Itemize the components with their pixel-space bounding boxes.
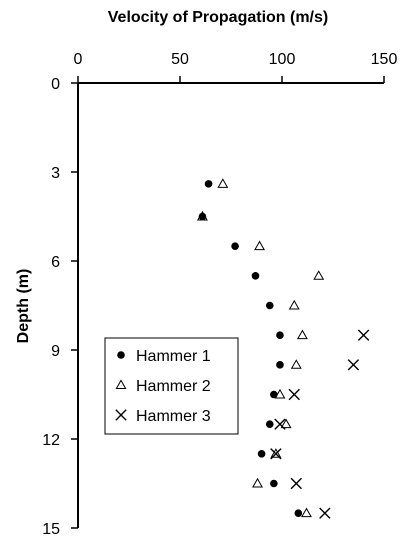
data-point <box>357 329 370 341</box>
data-point <box>276 331 284 339</box>
data-point <box>347 359 360 371</box>
y-tick-labels: 0 3 6 9 12 15 <box>42 76 60 538</box>
cross-stroke <box>319 507 331 519</box>
data-point <box>274 388 286 399</box>
legend-label: Hammer 3 <box>136 408 211 425</box>
data-point <box>294 509 303 517</box>
data-point <box>270 390 278 399</box>
data-point <box>265 420 274 428</box>
data-point <box>270 448 282 458</box>
legend-marker <box>115 409 127 421</box>
data-point <box>257 450 266 458</box>
data-point <box>319 507 331 519</box>
x-tick-label: 150 <box>371 51 398 68</box>
data-point <box>296 329 308 340</box>
y-tick-label: 12 <box>42 432 60 449</box>
cross-stroke <box>115 409 127 421</box>
series-1 <box>198 180 303 517</box>
y-tick-label: 0 <box>51 76 60 93</box>
plot-axes <box>71 76 385 529</box>
y-axis-title: Depth (m) <box>15 269 32 344</box>
x-axis-title: Velocity of Propagation (m/s) <box>108 9 328 26</box>
data-point <box>276 361 284 369</box>
legend-marker <box>117 351 125 359</box>
data-points <box>196 178 370 519</box>
data-point <box>274 418 286 430</box>
data-point <box>290 359 302 369</box>
y-tick-label: 15 <box>42 521 60 538</box>
data-point <box>196 210 208 221</box>
data-point <box>204 180 213 188</box>
data-point <box>254 240 266 251</box>
data-point <box>251 272 260 280</box>
data-point <box>270 448 282 460</box>
data-point <box>270 479 278 488</box>
cross-stroke <box>290 477 302 490</box>
data-point <box>301 507 312 518</box>
data-point <box>288 299 300 310</box>
x-tick-label: 100 <box>269 51 296 68</box>
data-point <box>280 418 292 429</box>
legend-label: Hammer 1 <box>136 348 211 365</box>
cross-stroke <box>347 359 360 371</box>
data-point <box>313 270 325 280</box>
data-point <box>217 178 229 188</box>
data-point <box>252 477 263 488</box>
legend-box <box>104 337 239 435</box>
data-point <box>290 477 302 490</box>
y-tick-label: 3 <box>51 165 60 182</box>
y-tick-label: 9 <box>51 343 60 360</box>
x-tick-label: 50 <box>171 51 189 68</box>
cross-stroke <box>288 388 300 401</box>
x-tick-label: 0 <box>74 51 83 68</box>
series-3 <box>270 329 370 519</box>
legend-label: Hammer 2 <box>136 378 211 395</box>
data-point <box>288 388 300 401</box>
legend: Hammer 1 Hammer 2 Hammer 3 <box>104 337 239 435</box>
series-2 <box>196 178 325 518</box>
legend-marker <box>115 379 127 389</box>
cross-stroke <box>357 329 370 341</box>
x-tick-labels: 0 50 100 150 <box>74 51 398 68</box>
data-point <box>265 301 274 310</box>
data-point <box>231 242 239 250</box>
cross-stroke <box>274 418 286 430</box>
y-tick-label: 6 <box>51 254 60 271</box>
cross-stroke <box>270 448 282 460</box>
